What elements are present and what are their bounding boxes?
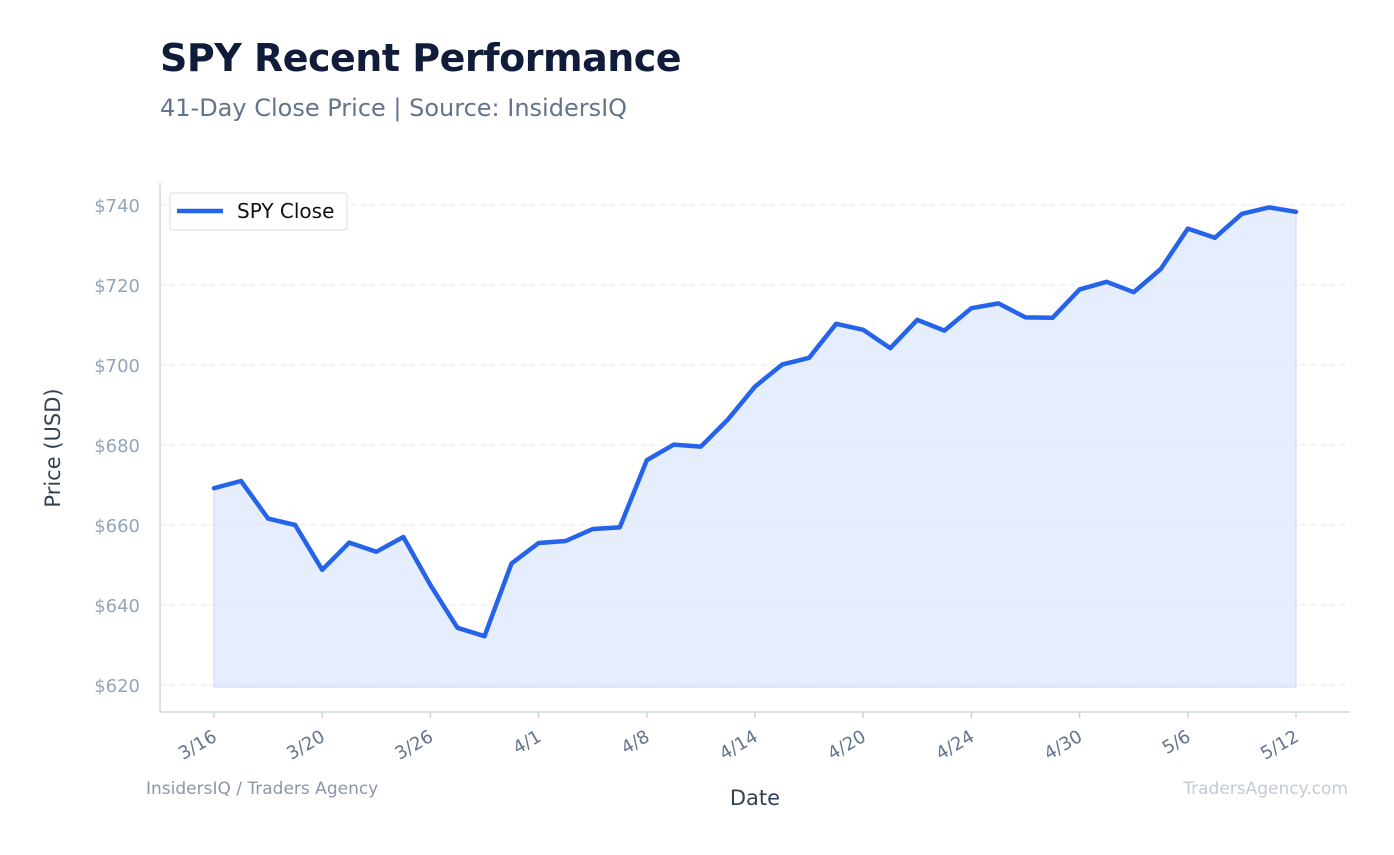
y-tick-label: $700: [94, 356, 140, 377]
chart-subtitle: 41-Day Close Price | Source: InsidersIQ: [160, 94, 628, 122]
x-tick-label: 5/6: [1159, 726, 1195, 759]
x-tick-label: 5/12: [1257, 726, 1303, 764]
footer-website: TradersAgency.com: [1183, 779, 1348, 799]
x-tick-label: 4/14: [716, 726, 762, 764]
chart-title: SPY Recent Performance: [160, 36, 682, 80]
x-tick-label: 3/20: [283, 726, 329, 764]
y-tick-label: $740: [94, 196, 140, 217]
x-tick-label: 4/24: [932, 726, 978, 764]
footer-credit: InsidersIQ / Traders Agency: [146, 779, 379, 799]
y-tick-label: $720: [94, 276, 140, 297]
y-tick-label: $680: [94, 436, 140, 457]
series-line-spy-close: [211, 205, 1299, 639]
price-area-fill: [213, 206, 1297, 688]
y-tick-label: $640: [94, 596, 140, 617]
x-axis-title: Date: [730, 786, 780, 810]
x-tick-label: 3/26: [391, 726, 437, 764]
x-tick-label: 4/20: [824, 726, 870, 764]
x-tick-label: 4/1: [510, 726, 546, 759]
x-tick-label: 4/8: [618, 726, 654, 759]
y-tick-label: $660: [94, 516, 140, 537]
legend-label-spy-close: SPY Close: [237, 199, 334, 223]
y-axis-title: Price (USD): [41, 388, 65, 507]
x-tick-label: 4/30: [1041, 726, 1087, 764]
legend-box: [169, 192, 348, 231]
x-tick-label: 3/16: [175, 726, 221, 764]
y-tick-label: $620: [94, 676, 140, 697]
